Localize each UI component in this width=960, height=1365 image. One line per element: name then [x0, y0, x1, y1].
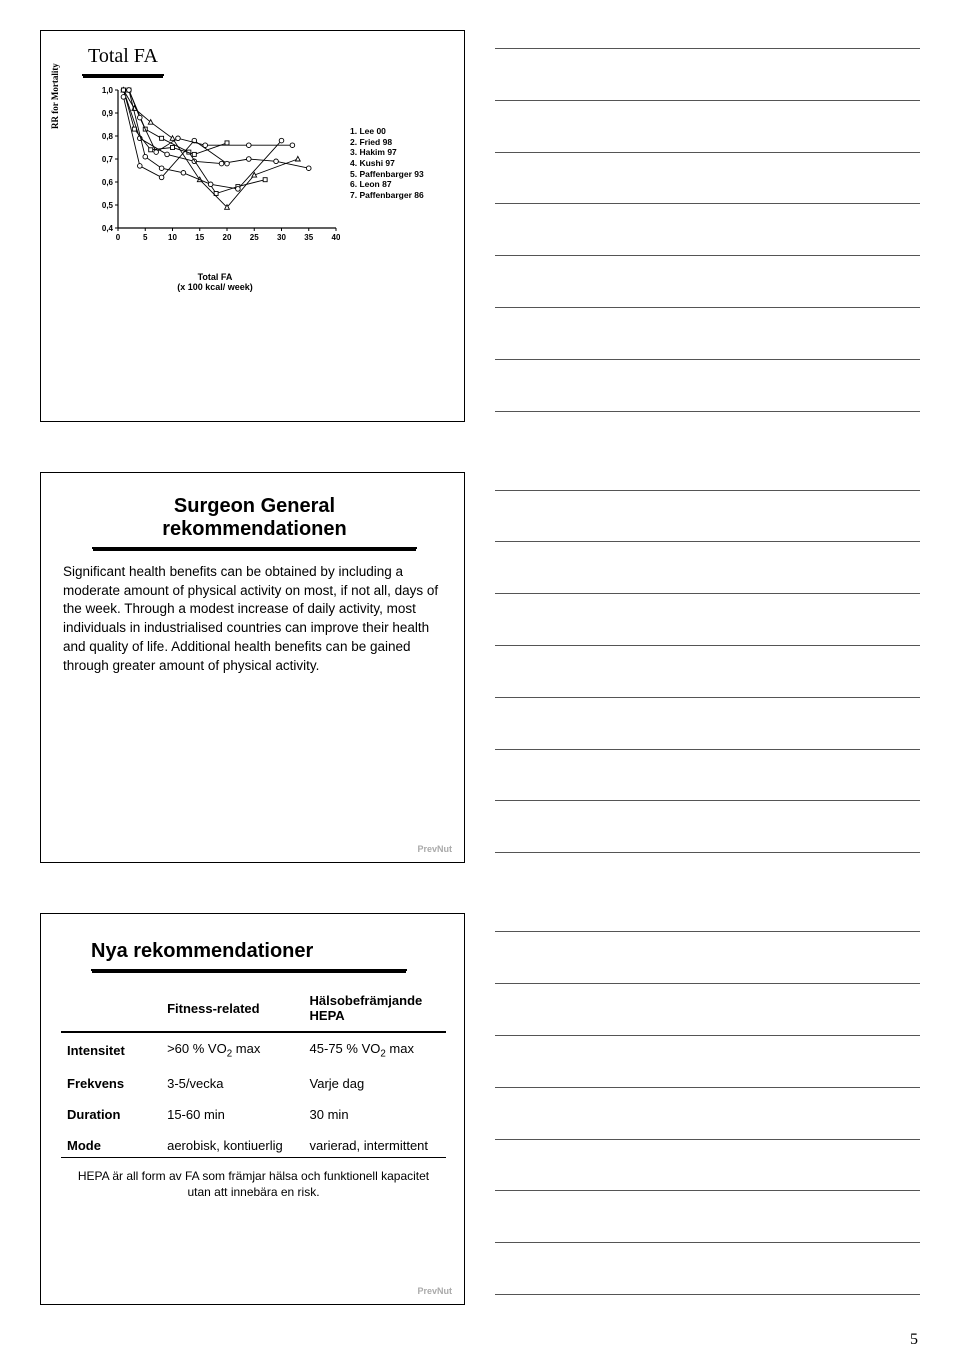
line-chart: 0,4 0,5 0,6 0,7 0,8 0,9 1,0 0 5 10 15 20 25 30 35 40: [90, 86, 340, 246]
x-axis-label: Total FA (x 100 kcal/ week): [90, 272, 340, 292]
svg-text:10: 10: [168, 233, 177, 242]
watermark: PrevNut: [417, 1286, 452, 1296]
svg-text:1,0: 1,0: [102, 86, 114, 95]
chart-legend: 1. Lee 002. Fried 983. Hakim 974. Kushi …: [350, 126, 424, 200]
svg-text:0,4: 0,4: [102, 224, 114, 233]
notes-area-3: [495, 913, 920, 1305]
table-cell: 45-75 % VO2 max: [304, 1032, 446, 1068]
table-cell: 3-5/vecka: [161, 1068, 303, 1099]
svg-text:5: 5: [143, 233, 148, 242]
slide-surgeon-general: Surgeon General rekommendationen Signifi…: [40, 472, 465, 864]
table-row-label: Frekvens: [61, 1068, 161, 1099]
slide2-body: Significant health benefits can be obtai…: [63, 563, 446, 676]
table-cell: Varje dag: [304, 1068, 446, 1099]
page-number: 5: [910, 1331, 918, 1349]
svg-text:0: 0: [116, 233, 121, 242]
svg-text:35: 35: [304, 233, 313, 242]
table-cell: 30 min: [304, 1099, 446, 1130]
slide-chart: Total FA RR for Mortality 0,40,50,60,70,…: [40, 30, 465, 422]
notes-area-1: [495, 30, 920, 422]
chart-title: Total FA: [82, 41, 164, 76]
col-header-fitness: Fitness-related: [161, 989, 303, 1032]
slide-recommendations: Nya rekommendationer Fitness-related Häl…: [40, 913, 465, 1305]
svg-text:0,8: 0,8: [102, 132, 114, 141]
svg-text:40: 40: [332, 233, 340, 242]
slide2-title: Surgeon General rekommendationen: [92, 495, 418, 549]
col-header-hepa: Hälsobefrämjande HEPA: [304, 989, 446, 1032]
svg-text:25: 25: [250, 233, 259, 242]
watermark: PrevNut: [417, 844, 452, 854]
svg-text:30: 30: [277, 233, 286, 242]
svg-text:20: 20: [223, 233, 232, 242]
table-cell: >60 % VO2 max: [161, 1032, 303, 1068]
svg-text:0,5: 0,5: [102, 201, 114, 210]
svg-text:0,7: 0,7: [102, 155, 114, 164]
svg-text:0,6: 0,6: [102, 178, 114, 187]
notes-area-2: [495, 472, 920, 864]
recommendations-table: Fitness-related Hälsobefrämjande HEPA In…: [61, 989, 446, 1158]
svg-text:0,9: 0,9: [102, 109, 114, 118]
slide3-footnote: HEPA är all form av FA som främjar hälsa…: [61, 1158, 446, 1200]
table-row-label: Intensitet: [61, 1032, 161, 1068]
table-row-label: Duration: [61, 1099, 161, 1130]
svg-text:15: 15: [195, 233, 204, 242]
table-row-label: Mode: [61, 1130, 161, 1158]
table-cell: 15-60 min: [161, 1099, 303, 1130]
slide3-title: Nya rekommendationer: [91, 940, 407, 971]
table-cell: varierad, intermittent: [304, 1130, 446, 1158]
table-cell: aerobisk, kontiuerlig: [161, 1130, 303, 1158]
y-axis-label: RR for Mortality: [50, 63, 60, 129]
